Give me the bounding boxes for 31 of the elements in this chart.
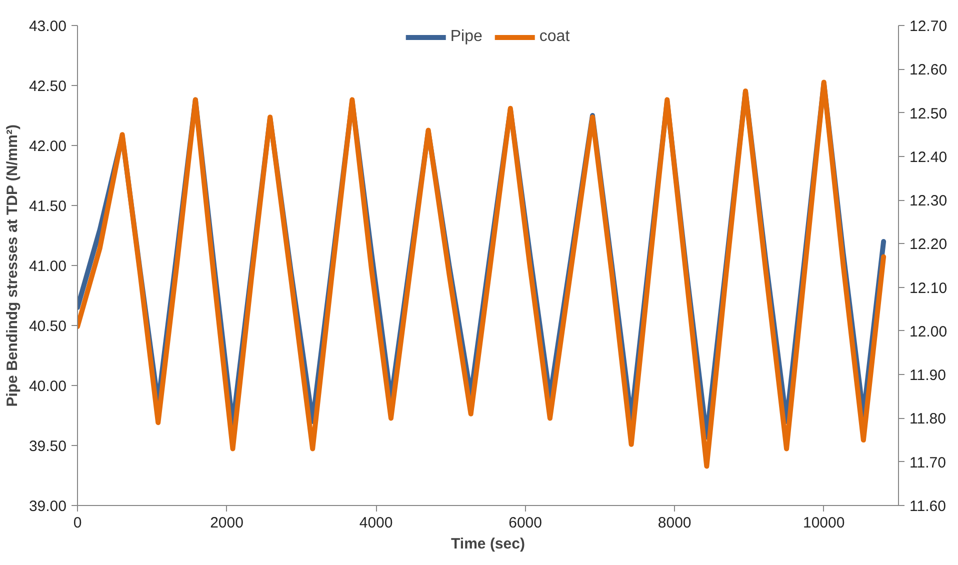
y-tick-label: 41.00 [28,258,67,275]
x-axis-title: Time (sec) [451,536,525,552]
y2-tick-label: 11.80 [910,410,946,428]
y-tick-label: 40.00 [28,378,67,395]
legend-label: coat [539,28,570,46]
y2-tick-label: 12.50 [910,105,948,122]
y2-tick-label: 11.90 [910,367,946,384]
x-tick-label: 10000 [803,514,845,532]
y2-tick-label: 12.00 [910,323,948,340]
y-tick-label: 40.50 [28,318,67,335]
legend-label: Pipe [450,28,482,46]
y2-tick-label: 12.70 [910,18,948,35]
y-tick-label: 42.00 [28,138,67,155]
y-tick-label: 42.50 [28,78,67,95]
x-tick-label: 8000 [658,514,692,532]
y2-tick-label: 12.10 [910,280,948,297]
y2-tick-label: 12.30 [910,192,948,210]
x-tick-label: 6000 [508,514,542,532]
y-axis-title: Pipe Bendindg stresses at TDP (N/mm²) [4,124,21,407]
x-tick-label: 0 [73,514,82,532]
y2-tick-label: 12.20 [910,236,948,254]
y-tick-label: 41.50 [28,198,67,215]
y-tick-label: 43.00 [28,18,67,35]
y2-tick-label: 12.60 [910,62,948,79]
y-tick-label: 39.50 [28,438,67,455]
y2-tick-label: 12.40 [910,148,948,166]
y2-tick-label: 11.70 [910,454,946,472]
x-tick-label: 4000 [359,514,393,532]
y2-tick-label: 11.60 [910,498,946,515]
x-tick-label: 2000 [210,514,244,532]
y-tick-label: 39.00 [28,498,67,515]
